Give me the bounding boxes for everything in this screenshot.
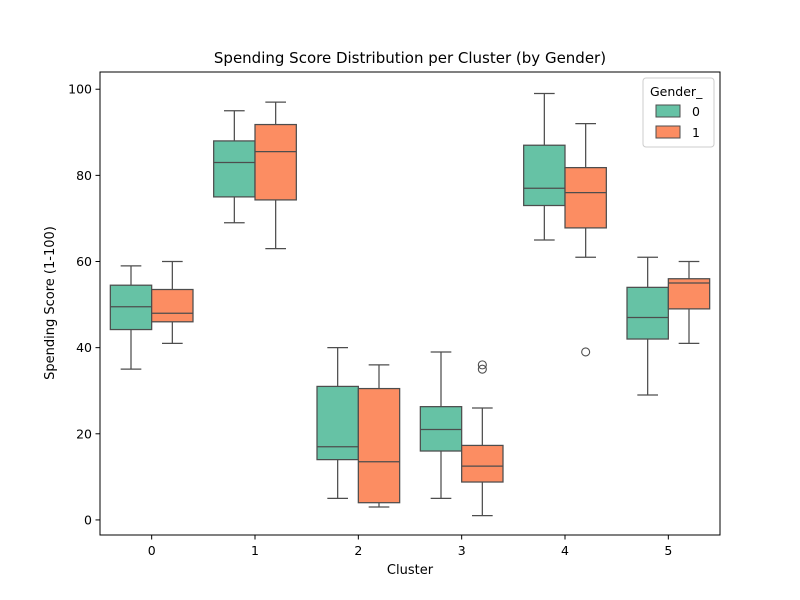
box-0-cluster-2: [316, 347, 359, 500]
box-body: [626, 286, 669, 340]
plot-frame: [99, 71, 721, 536]
box-body: [461, 444, 504, 483]
box-body: [357, 387, 401, 504]
x-tick-label: 3: [458, 543, 466, 558]
box-0-cluster-3: [419, 351, 463, 500]
box-body: [316, 385, 359, 461]
legend-swatch-1: [655, 125, 681, 139]
box-0-cluster-5: [626, 256, 669, 396]
x-tick-label: 2: [354, 543, 362, 558]
box-0-cluster-4: [523, 92, 566, 241]
x-tick-label: 5: [664, 543, 672, 558]
box-body: [109, 284, 153, 331]
legend-label-1: 1: [692, 125, 700, 140]
chart-title: Spending Score Distribution per Cluster …: [214, 49, 606, 67]
outlier-point: [477, 360, 487, 370]
box-1-cluster-5: [667, 260, 711, 344]
box-body: [523, 144, 566, 207]
box-body: [151, 288, 194, 323]
box-body: [419, 406, 463, 452]
y-tick-label: 0: [84, 512, 92, 527]
x-tick-label: 4: [561, 543, 569, 558]
box-1-cluster-4: [564, 123, 607, 357]
box-body: [254, 123, 297, 201]
y-axis-label: Spending Score (1-100): [43, 226, 58, 380]
y-tick-label: 60: [76, 254, 92, 269]
legend: Gender_ 0 1: [642, 77, 715, 148]
outlier-point: [477, 364, 487, 374]
outlier-point: [581, 347, 591, 357]
box-1-cluster-0: [151, 260, 194, 344]
legend-title: Gender_: [650, 84, 703, 99]
box-body: [564, 166, 607, 229]
legend-label-0: 0: [692, 104, 700, 119]
box-1-cluster-2: [357, 364, 401, 508]
y-tick-label: 20: [76, 426, 92, 441]
box-0-cluster-0: [109, 265, 153, 370]
y-tick-label: 40: [76, 340, 92, 355]
x-tick-label: 0: [148, 543, 156, 558]
x-tick-label: 1: [251, 543, 259, 558]
box-1-cluster-1: [254, 101, 297, 250]
box-body: [213, 140, 256, 198]
legend-swatch-0: [655, 104, 681, 118]
box-0-cluster-1: [213, 110, 256, 224]
box-body: [667, 278, 711, 310]
y-tick-label: 100: [68, 82, 92, 97]
x-axis-label: Cluster: [387, 563, 434, 578]
box-1-cluster-3: [461, 360, 504, 517]
plot-area: 0 20 40 60 80 100 0 1 2 3 4 5: [68, 71, 721, 558]
y-tick-label: 80: [76, 168, 92, 183]
